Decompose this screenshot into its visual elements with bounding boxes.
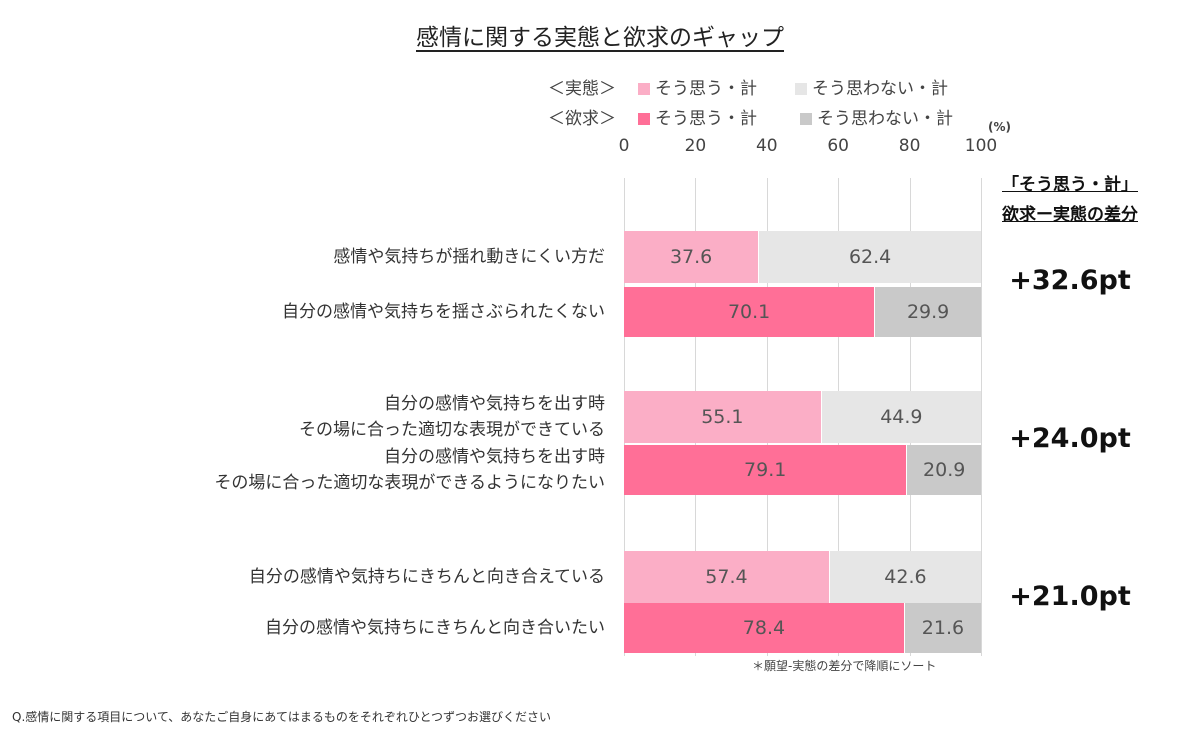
- bar-yes: 37.6: [624, 231, 759, 283]
- row-label: 感情や気持ちが揺れ動きにくい方だ: [333, 244, 605, 270]
- diff-value: +24.0pt: [1009, 423, 1131, 454]
- row-label-line: 自分の感情や気持ちにきちんと向き合いたい: [265, 618, 605, 638]
- x-tick-label: 60: [827, 136, 850, 156]
- bar-no: 62.4: [759, 231, 981, 283]
- legend-swatch: [638, 83, 650, 95]
- gridline: [981, 178, 982, 656]
- legend-label: そう思わない・計: [812, 79, 948, 99]
- row-label-line: 自分の感情や気持ちを揺さぶられたくない: [282, 302, 605, 322]
- legend-group-label: ＜実態＞: [548, 79, 616, 99]
- diff-value: +32.6pt: [1009, 265, 1131, 296]
- x-tick-label: 100: [964, 136, 998, 156]
- bar-no: 20.9: [907, 445, 981, 495]
- legend-label: そう思う・計: [655, 109, 757, 129]
- legend-item: そう思う・計: [638, 74, 757, 99]
- chart-title: 感情に関する実態と欲求のギャップ: [416, 25, 784, 51]
- row-label-line: 自分の感情や気持ちを出す時: [384, 394, 605, 414]
- legend-swatch: [795, 83, 807, 95]
- bar-yes: 57.4: [624, 551, 829, 603]
- bar-no: 42.6: [829, 551, 981, 603]
- unit-label: (%): [988, 120, 1011, 134]
- row-label-line: 自分の感情や気持ちにきちんと向き合えている: [248, 567, 605, 587]
- row-label: 自分の感情や気持ちを出す時その場に合った適切な表現ができている: [299, 391, 605, 443]
- row-label-line: その場に合った適切な表現ができている: [299, 420, 605, 440]
- legend-item: そう思わない・計: [800, 104, 953, 129]
- row-label: 自分の感情や気持ちを揺さぶられたくない: [282, 299, 605, 325]
- x-tick-label: 0: [618, 136, 630, 156]
- row-label-line: 自分の感情や気持ちを出す時: [384, 447, 605, 467]
- bar-yes: 78.4: [624, 603, 904, 653]
- footnote: Q.感情に関する項目について、あなたご自身にあてはまるものをそれぞれひとつずつお…: [12, 710, 551, 724]
- bar-no: 44.9: [821, 391, 981, 443]
- row-label-line: 感情や気持ちが揺れ動きにくい方だ: [333, 247, 605, 267]
- row-label-line: その場に合った適切な表現ができるようになりたい: [214, 473, 605, 493]
- legend-item: そう思わない・計: [795, 74, 948, 99]
- bar-yes: 55.1: [624, 391, 821, 443]
- legend-swatch: [800, 113, 812, 125]
- legend-swatch: [638, 113, 650, 125]
- bar-no: 21.6: [904, 603, 981, 653]
- x-tick-label: 80: [898, 136, 921, 156]
- row-label: 自分の感情や気持ちを出す時その場に合った適切な表現ができるようになりたい: [214, 444, 605, 496]
- diff-value: +21.0pt: [1009, 581, 1131, 612]
- bar-yes: 79.1: [624, 445, 907, 495]
- sort-note: ＊願望-実態の差分で降順にソート: [752, 659, 937, 673]
- bar-no: 29.9: [875, 287, 981, 337]
- legend-label: そう思う・計: [655, 79, 757, 99]
- diff-header: 「そう思う・計」 欲求ー実態の差分: [980, 170, 1160, 230]
- row-label: 自分の感情や気持ちにきちんと向き合えている: [249, 564, 605, 590]
- legend-group-label: ＜欲求＞: [548, 109, 616, 129]
- bar-yes: 70.1: [624, 287, 875, 337]
- diff-header-line: 欲求ー実態の差分: [1002, 205, 1138, 225]
- x-tick-label: 40: [755, 136, 778, 156]
- legend-item: そう思う・計: [638, 104, 757, 129]
- x-tick-label: 20: [684, 136, 707, 156]
- legend-label: そう思わない・計: [817, 109, 953, 129]
- row-label: 自分の感情や気持ちにきちんと向き合いたい: [265, 615, 605, 641]
- diff-header-line: 「そう思う・計」: [1002, 175, 1138, 195]
